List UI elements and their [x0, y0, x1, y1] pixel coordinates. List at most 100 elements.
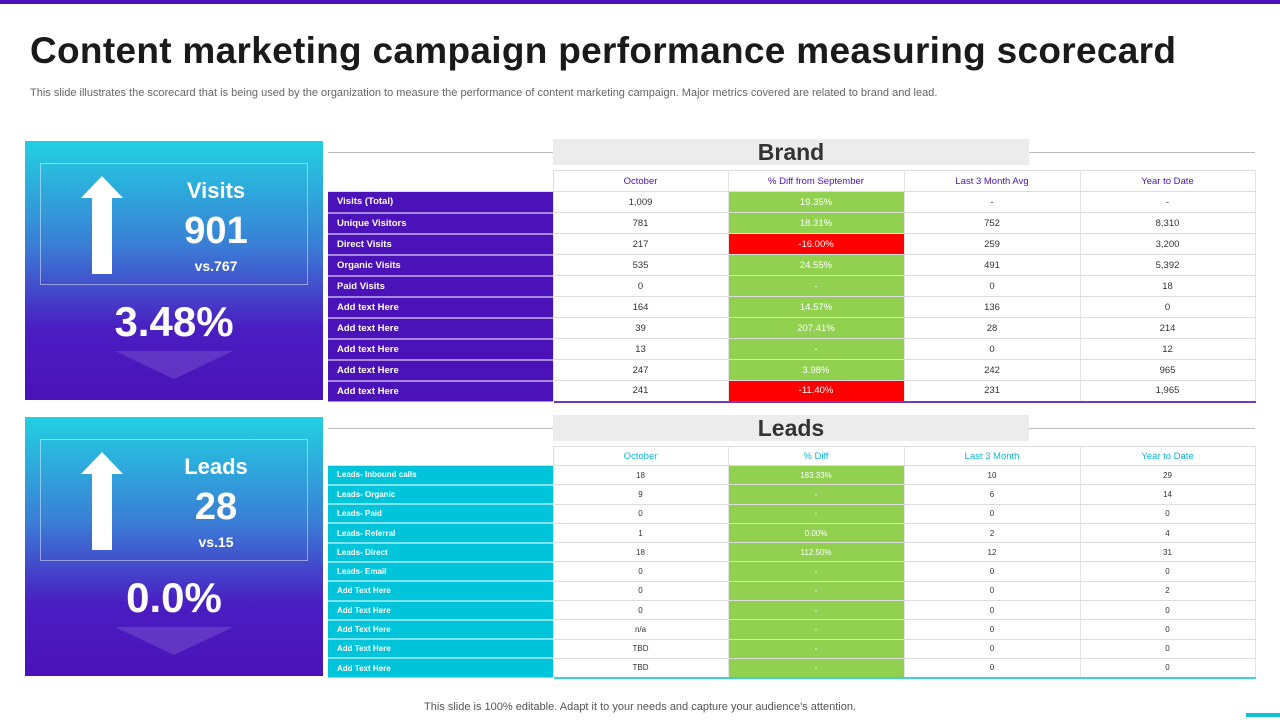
row-label: Add text Here	[328, 359, 554, 382]
last-3-month-cell: 0	[904, 338, 1081, 360]
row-label: Leads- Direct	[328, 542, 554, 563]
year-to-date-cell: 1,965	[1080, 380, 1256, 402]
visits-card-inner: Visits 901 vs.767	[40, 163, 308, 285]
last-3-month-cell: 231	[904, 380, 1081, 402]
brand-table: October% Diff from September Last 3 Month…	[328, 170, 1256, 403]
last-3-month-cell: 28	[904, 317, 1081, 339]
last-3-month-cell: 0	[904, 600, 1081, 621]
diff-cell: -	[728, 484, 905, 505]
row-label: Leads- Paid	[328, 504, 554, 525]
year-to-date-cell: 5,392	[1080, 254, 1256, 276]
row-label: Leads- Organic	[328, 484, 554, 506]
october-cell: 164	[553, 296, 729, 318]
table-row: Leads- Direct 18 112.50% 12 31	[328, 542, 1256, 563]
last-3-month-cell: 0	[904, 658, 1081, 679]
october-cell: n/a	[553, 619, 729, 640]
year-to-date-cell: 2	[1080, 581, 1256, 602]
table-row: Add Text Here TBD -0 0	[328, 639, 1256, 660]
row-label: Add text Here	[328, 338, 554, 361]
diff-cell: -	[728, 581, 905, 602]
diff-cell: -	[728, 504, 905, 524]
table-row: Add text Here 39 207.41% 28 214	[328, 317, 1256, 340]
last-3-month-cell: 0	[904, 581, 1081, 602]
leads-title: Leads	[553, 415, 1029, 441]
year-to-date-cell: 12	[1080, 338, 1256, 360]
leads-column-header: Last 3 Month	[904, 446, 1081, 466]
year-to-date-cell: 0	[1080, 561, 1256, 582]
visits-change: 3.48%	[114, 298, 234, 345]
visits-label: Visits	[186, 178, 246, 203]
diff-cell: 3.98%	[728, 359, 905, 381]
table-row: Add Text Here TBD -0 0	[328, 658, 1256, 679]
october-cell: 18	[553, 542, 729, 563]
corner-accent	[1246, 713, 1280, 717]
table-row: Unique Visitors 781 18.31% 752 8,310	[328, 212, 1256, 235]
year-to-date-cell: 29	[1080, 465, 1256, 486]
october-cell: 0	[553, 275, 729, 297]
diff-cell: 0.00%	[728, 523, 905, 544]
visits-value: 901	[184, 210, 248, 252]
row-label: Add Text Here	[328, 639, 554, 660]
diff-cell: -	[728, 561, 905, 582]
table-row: Add text Here 247 3.98% 242 965	[328, 359, 1256, 382]
table-row: Add text Here 241 -11.40% 231 1,965	[328, 380, 1256, 403]
year-to-date-cell: 3,200	[1080, 233, 1256, 255]
year-to-date-cell: 0	[1080, 639, 1256, 659]
october-cell: TBD	[553, 658, 729, 679]
year-to-date-cell: 0	[1080, 619, 1256, 640]
last-3-month-cell: 491	[904, 254, 1081, 276]
last-3-month-cell: 0	[904, 275, 1081, 297]
leads-value: 28	[194, 486, 238, 528]
visits-comparison: vs.767	[194, 258, 238, 274]
october-cell: 217	[553, 233, 729, 255]
october-cell: 13	[553, 338, 729, 360]
october-cell: 0	[553, 581, 729, 602]
row-label: Add Text Here	[328, 658, 554, 679]
row-label: Leads- Referral	[328, 523, 554, 544]
row-label: Add text Here	[328, 317, 554, 340]
row-label: Paid Visits	[328, 275, 554, 298]
diff-cell: 14.57%	[728, 296, 905, 318]
year-to-date-cell: 0	[1080, 296, 1256, 318]
year-to-date-cell: 0	[1080, 504, 1256, 524]
october-cell: 18	[553, 465, 729, 486]
year-to-date-cell: 4	[1080, 523, 1256, 544]
last-3-month-cell: 0	[904, 619, 1081, 640]
diff-cell: 24.55%	[728, 254, 905, 276]
year-to-date-cell: 14	[1080, 484, 1256, 505]
row-label: Add Text Here	[328, 581, 554, 602]
row-label: Leads- Email	[328, 561, 554, 583]
top-accent-bar	[0, 0, 1280, 4]
leads-comparison: vs.15	[198, 534, 234, 550]
table-row: Leads- Paid 0-0 0	[328, 504, 1256, 525]
diff-cell: -	[728, 338, 905, 360]
diff-cell: 183.33%	[728, 465, 905, 486]
last-3-month-cell: 0	[904, 504, 1081, 524]
row-label: Add text Here	[328, 380, 554, 403]
year-to-date-cell: 0	[1080, 658, 1256, 679]
diff-cell: -11.40%	[728, 380, 905, 402]
year-to-date-cell: 965	[1080, 359, 1256, 381]
last-3-month-cell: 0	[904, 561, 1081, 582]
diff-cell: 18.31%	[728, 212, 905, 234]
table-row: Visits (Total) 1,009 19.35% - -	[328, 191, 1256, 214]
brand-column-header: Last 3 Month Avg	[904, 170, 1081, 192]
brand-column-header: % Diff from September	[728, 170, 905, 192]
october-cell: 535	[553, 254, 729, 276]
leads-column-header: % Diff	[728, 446, 905, 466]
october-cell: 781	[553, 212, 729, 234]
diff-cell: -	[728, 600, 905, 621]
table-row: Add text Here 164 14.57% 136 0	[328, 296, 1256, 319]
table-row: Add Text Here 0-0 0	[328, 600, 1256, 621]
leads-column-header: October	[553, 446, 729, 466]
chevron-down-icon	[115, 351, 233, 379]
october-cell: 247	[553, 359, 729, 381]
brand-column-header	[328, 170, 554, 192]
table-row: Add Text Here 0-0 2	[328, 581, 1256, 602]
table-row: Leads- Referral 1 0.00% 2 4	[328, 523, 1256, 544]
year-to-date-cell: -	[1080, 191, 1256, 213]
october-cell: 0	[553, 600, 729, 621]
year-to-date-cell: 31	[1080, 542, 1256, 563]
leads-change: 0.0%	[126, 574, 222, 621]
last-3-month-cell: 6	[904, 484, 1081, 505]
